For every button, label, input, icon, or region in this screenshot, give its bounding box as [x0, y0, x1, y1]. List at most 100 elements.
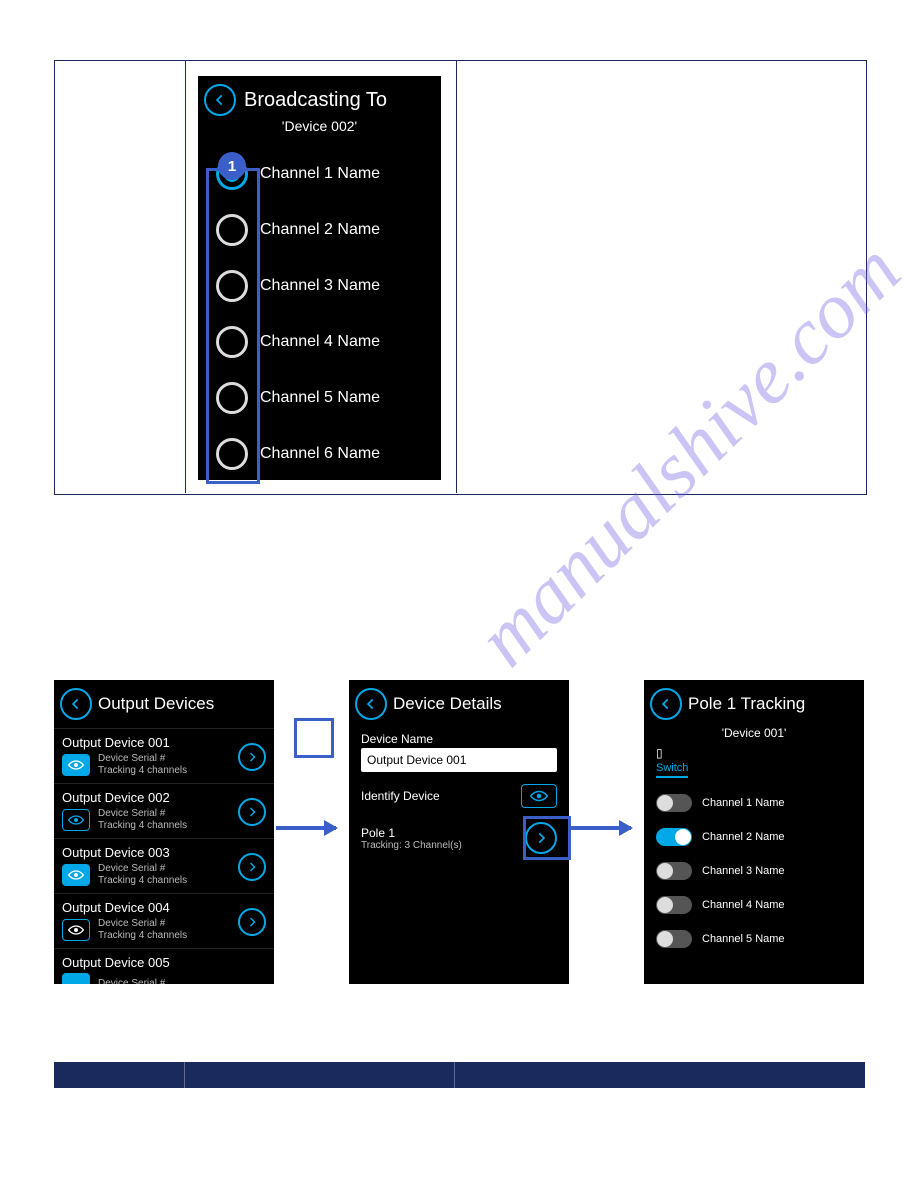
channel-toggle-row[interactable]: Channel 4 Name — [644, 888, 864, 922]
channel-label: Channel 4 Name — [702, 899, 785, 911]
device-serial: Device Serial # — [98, 753, 165, 764]
table-header-bar — [54, 1062, 865, 1088]
identify-eye-button[interactable] — [62, 809, 90, 831]
identify-device-button[interactable] — [521, 784, 557, 808]
arrow-left-icon — [364, 697, 378, 711]
device-name: Output Device 003 — [62, 845, 266, 860]
toggle-switch[interactable] — [656, 930, 692, 948]
device-list-item[interactable]: Output Device 005 Device Serial # — [54, 948, 274, 984]
eye-icon — [68, 815, 84, 825]
highlight-go-button-1 — [294, 718, 334, 758]
device-name-label: Device Name — [349, 728, 569, 748]
identify-eye-button[interactable] — [62, 754, 90, 776]
channel-label: Channel 1 Name — [702, 797, 785, 809]
channel-radio-list: Channel 1 Name Channel 2 Name Channel 3 … — [198, 146, 441, 480]
device-list-item[interactable]: Output Device 001 Device Serial #Trackin… — [54, 728, 274, 783]
radio-button[interactable] — [216, 326, 248, 358]
switch-tab-label: Switch — [656, 762, 688, 778]
pole-tracking-subtitle: 'Device 001' — [644, 726, 864, 740]
step-badge-1: 1 — [218, 152, 246, 180]
identify-device-label: Identify Device — [361, 789, 440, 803]
channel-radio-item[interactable]: Channel 5 Name — [198, 370, 441, 426]
identify-eye-button[interactable] — [62, 864, 90, 886]
pole-tracking-sub: Tracking: 3 Channel(s) — [361, 840, 462, 851]
device-details-screenshot: Device Details Device Name Output Device… — [349, 680, 569, 984]
switch-tab[interactable]: ▯ Switch — [644, 746, 864, 778]
pole-details-button[interactable] — [525, 822, 557, 854]
pole-label: Pole 1 — [361, 826, 462, 840]
identify-eye-button[interactable] — [62, 919, 90, 941]
broadcasting-screenshot: Broadcasting To 'Device 002' Channel 1 N… — [198, 76, 441, 480]
arrow-left-icon — [659, 697, 673, 711]
channel-label: Channel 5 Name — [702, 933, 785, 945]
device-serial: Device Serial # — [98, 918, 165, 929]
channel-radio-item[interactable]: Channel 3 Name — [198, 258, 441, 314]
channel-radio-item[interactable]: Channel 6 Name — [198, 426, 441, 480]
output-devices-screenshot: Output Devices Output Device 001 Device … — [54, 680, 274, 984]
channel-label: Channel 3 Name — [260, 277, 380, 295]
identify-eye-button[interactable] — [62, 973, 90, 984]
channel-label: Channel 4 Name — [260, 333, 380, 351]
top-table-divider-2 — [456, 60, 457, 493]
device-list-item[interactable]: Output Device 004 Device Serial #Trackin… — [54, 893, 274, 948]
back-button[interactable] — [60, 688, 92, 720]
device-tracking: Tracking 4 channels — [98, 820, 187, 831]
arrow-right-icon — [246, 861, 258, 873]
channel-toggle-row[interactable]: Channel 5 Name — [644, 922, 864, 956]
device-name: Output Device 004 — [62, 900, 266, 915]
flow-arrow-1 — [276, 826, 336, 830]
device-tracking: Tracking 4 channels — [98, 930, 187, 941]
top-table-divider-1 — [185, 60, 186, 493]
broadcasting-title: Broadcasting To — [244, 89, 387, 112]
channel-label: Channel 5 Name — [260, 389, 380, 407]
device-tracking: Tracking 4 channels — [98, 875, 187, 886]
toggle-switch[interactable] — [656, 896, 692, 914]
device-details-title: Device Details — [393, 694, 502, 714]
device-list-item[interactable]: Output Device 002 Device Serial #Trackin… — [54, 783, 274, 838]
radio-button[interactable] — [216, 382, 248, 414]
radio-button[interactable] — [216, 214, 248, 246]
toggle-switch[interactable] — [656, 794, 692, 812]
flow-arrow-2 — [571, 826, 631, 830]
arrow-left-icon — [69, 697, 83, 711]
switch-icon: ▯ — [656, 746, 852, 760]
device-tracking: Tracking 4 channels — [98, 765, 187, 776]
device-serial: Device Serial # — [98, 863, 165, 874]
device-name: Output Device 005 — [62, 955, 266, 970]
radio-button[interactable] — [216, 270, 248, 302]
device-details-button[interactable] — [238, 908, 266, 936]
back-button[interactable] — [204, 84, 236, 116]
eye-icon — [68, 925, 84, 935]
channel-label: Channel 2 Name — [260, 221, 380, 239]
top-table-box — [54, 60, 867, 495]
device-name-input[interactable]: Output Device 001 — [361, 748, 557, 772]
toggle-switch[interactable] — [656, 862, 692, 880]
channel-toggle-row[interactable]: Channel 2 Name — [644, 820, 864, 854]
radio-button[interactable] — [216, 438, 248, 470]
pole-tracking-screenshot: Pole 1 Tracking 'Device 001' ▯ Switch Ch… — [644, 680, 864, 984]
device-name: Output Device 002 — [62, 790, 266, 805]
output-devices-title: Output Devices — [98, 694, 214, 714]
back-button[interactable] — [355, 688, 387, 720]
device-list-item[interactable]: Output Device 003 Device Serial #Trackin… — [54, 838, 274, 893]
channel-toggle-row[interactable]: Channel 3 Name — [644, 854, 864, 888]
toggle-switch[interactable] — [656, 828, 692, 846]
broadcasting-subtitle: 'Device 002' — [198, 118, 441, 134]
eye-icon — [68, 870, 84, 880]
channel-label: Channel 3 Name — [702, 865, 785, 877]
channel-toggle-row[interactable]: Channel 1 Name — [644, 786, 864, 820]
channel-radio-item[interactable]: Channel 4 Name — [198, 314, 441, 370]
channel-label: Channel 2 Name — [702, 831, 785, 843]
device-details-button[interactable] — [238, 853, 266, 881]
back-button[interactable] — [650, 688, 682, 720]
arrow-left-icon — [213, 93, 227, 107]
pole-tracking-title: Pole 1 Tracking — [688, 694, 805, 714]
device-details-button[interactable] — [238, 743, 266, 771]
device-serial: Device Serial # — [98, 978, 165, 984]
device-details-button[interactable] — [238, 798, 266, 826]
arrow-right-icon — [246, 751, 258, 763]
channel-label: Channel 6 Name — [260, 445, 380, 463]
channel-radio-item[interactable]: Channel 2 Name — [198, 202, 441, 258]
eye-icon — [530, 790, 548, 802]
channel-label: Channel 1 Name — [260, 165, 380, 183]
